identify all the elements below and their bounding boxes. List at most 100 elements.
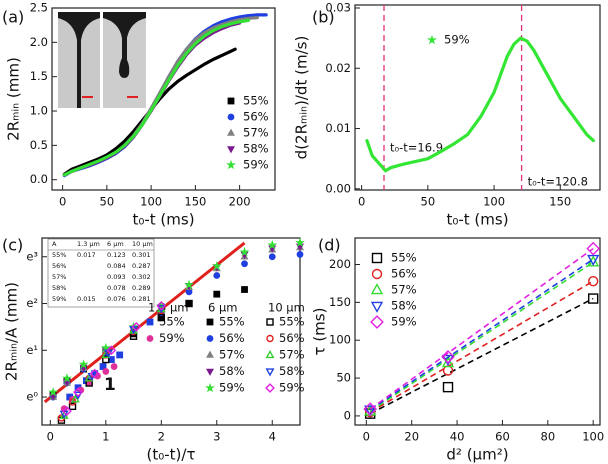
legend-marker — [146, 335, 154, 342]
fit-line — [369, 280, 594, 413]
y-tick-label: e¹ — [26, 343, 38, 357]
table-cell: 0.301 — [132, 251, 151, 259]
table-cell: 0.084 — [107, 262, 126, 270]
data-point — [442, 365, 454, 376]
legend-marker — [227, 128, 235, 136]
data-point — [70, 394, 80, 403]
legend-label: 57% — [279, 348, 305, 362]
legend-marker — [265, 383, 275, 393]
y-axis-label: 2Rₘᵢₙ/A (mm) — [3, 282, 21, 381]
legend-marker — [226, 159, 236, 170]
data-point — [268, 253, 276, 261]
legend-label: 57% — [391, 283, 417, 297]
legend-label: 55% — [391, 251, 417, 265]
data-point — [102, 355, 110, 364]
legend-marker — [370, 315, 384, 329]
data-point — [110, 363, 118, 370]
legend-marker — [206, 318, 214, 326]
data-point — [296, 251, 304, 258]
x-tick-label: 100 — [140, 195, 162, 209]
data-point — [185, 300, 193, 307]
table-cell: 0.017 — [77, 251, 96, 259]
legend-label: 59% — [243, 158, 269, 172]
x-tick-label: 0 — [358, 195, 365, 209]
x-tick-label: 100 — [483, 195, 505, 209]
y-tick-label: 1.5 — [30, 69, 48, 83]
data-point — [241, 260, 248, 268]
data-point — [100, 342, 111, 353]
x-tick-label: 150 — [184, 195, 206, 209]
legend-label: 55% — [243, 94, 269, 108]
y-tick-label: 2.0 — [30, 35, 48, 49]
legend-label: 55% — [219, 315, 245, 329]
y-tick-label: 50 — [336, 371, 351, 385]
table-header: 10 µm — [132, 240, 153, 248]
fit-line — [369, 297, 594, 415]
series-line — [62, 18, 251, 177]
x-tick-label: 0 — [363, 430, 370, 444]
panel-label: (a) — [2, 8, 24, 27]
photo-drop — [58, 12, 100, 108]
legend-marker — [370, 301, 384, 313]
data-point — [213, 290, 221, 298]
table-header: 6 µm — [107, 240, 124, 248]
legend-marker — [265, 368, 275, 377]
table-cell: 0.015 — [77, 295, 96, 303]
y-tick-label: 0.03 — [325, 1, 351, 15]
legend-label: 56% — [243, 110, 269, 124]
plot-frame — [354, 4, 601, 191]
y-tick-label: 2.5 — [30, 1, 48, 15]
legend-label: 56% — [279, 331, 305, 345]
legend-marker — [227, 97, 235, 105]
data-point — [586, 241, 601, 256]
x-tick-label: 0 — [59, 195, 66, 209]
x-tick-label: 200 — [229, 195, 251, 209]
data-point — [587, 293, 599, 304]
y-tick-label: e² — [26, 296, 38, 310]
legend-marker — [206, 368, 214, 376]
data-point — [587, 254, 600, 267]
y-tick-label: 1.0 — [30, 104, 48, 118]
x-axis-label: t₀-t (ms) — [446, 211, 508, 229]
data-point — [211, 260, 222, 271]
table-header: A — [52, 240, 57, 248]
y-axis-label: d(2Rₘᵢₙ)/dt (m/s) — [293, 36, 311, 160]
legend-label: 57% — [219, 348, 245, 362]
legend-label: 55% — [159, 315, 185, 329]
fit-line — [43, 241, 246, 404]
data-point — [106, 345, 117, 356]
x-axis-label: t₀-t (ms) — [132, 211, 194, 229]
data-point — [62, 406, 72, 417]
legend-marker — [206, 335, 214, 342]
data-point — [441, 350, 455, 364]
table-cell: 0.302 — [132, 273, 151, 281]
data-point — [116, 351, 124, 359]
series-line — [365, 36, 595, 173]
data-point — [157, 313, 165, 322]
data-point — [213, 272, 221, 279]
panel-label: (d) — [318, 236, 341, 255]
data-point — [587, 275, 599, 287]
data-point — [48, 386, 59, 397]
y-tick-label: 0.0 — [30, 172, 48, 186]
legend-group-title: 1.3 µm — [148, 301, 188, 315]
x-tick-label: 100 — [582, 430, 604, 444]
legend-marker — [265, 349, 275, 359]
x-tick-label: 50 — [100, 195, 115, 209]
table-cell: 0.281 — [132, 295, 151, 303]
y-tick-label: 0.01 — [325, 121, 351, 135]
table-cell: 0.287 — [132, 262, 151, 270]
panel-label: (c) — [2, 236, 23, 255]
x-tick-label: 0 — [47, 430, 54, 444]
y-tick-label: 200 — [329, 257, 351, 271]
table-cell: 0.093 — [107, 273, 126, 281]
legend-marker — [205, 382, 215, 393]
data-point — [73, 387, 83, 398]
fit-label: 1 — [104, 375, 116, 395]
x-tick-label: 50 — [421, 195, 436, 209]
data-point — [295, 237, 305, 247]
table-cell: 58% — [52, 284, 66, 292]
legend-marker — [146, 318, 154, 326]
legend-marker — [227, 146, 235, 154]
